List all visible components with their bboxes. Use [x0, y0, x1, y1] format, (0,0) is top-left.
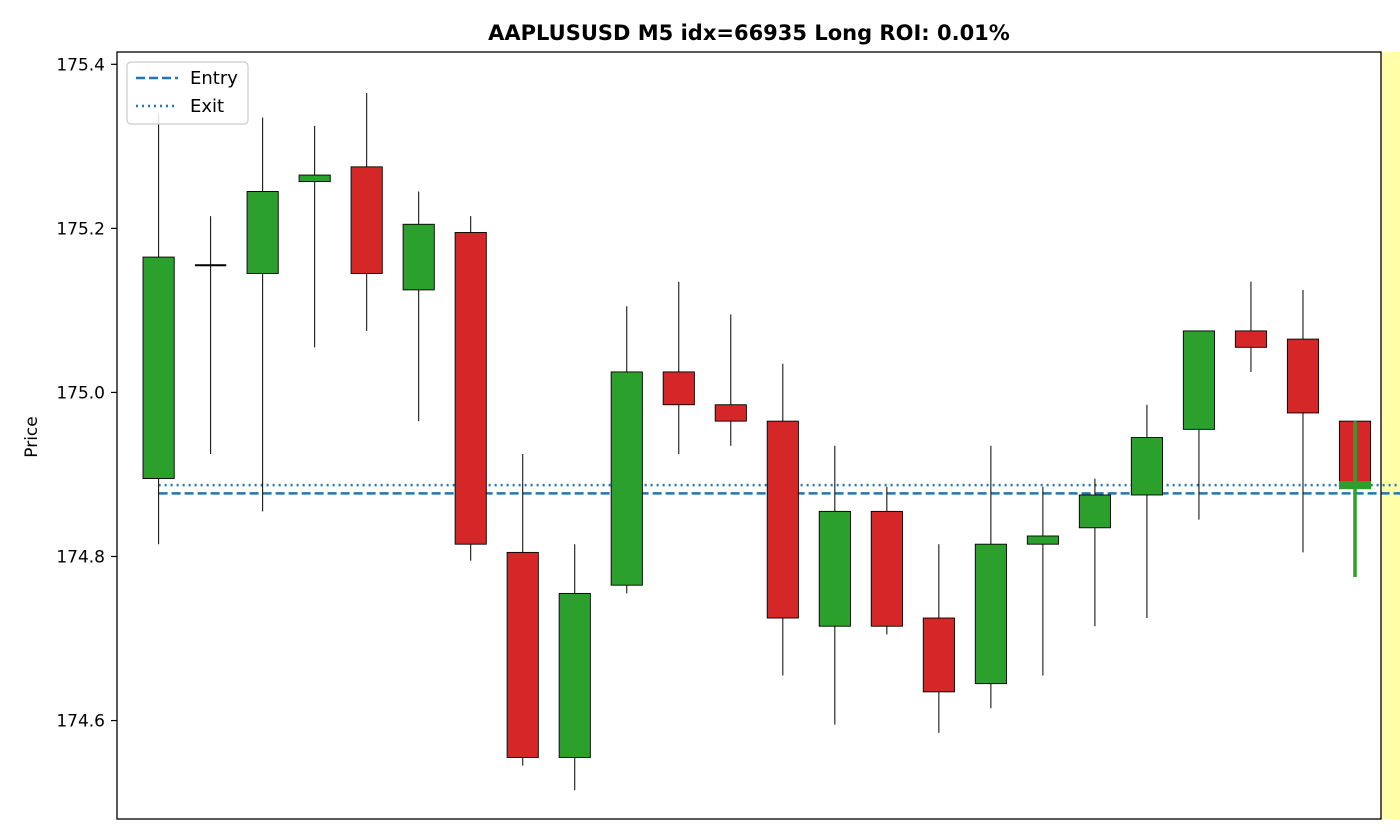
- y-axis-label: Price: [22, 416, 42, 457]
- candle-body-up: [1130, 437, 1163, 496]
- candle-body-up: [1026, 535, 1059, 545]
- candle-body-down: [506, 551, 539, 758]
- candle-body-down: [714, 404, 747, 422]
- candle: [298, 125, 331, 348]
- candle-body-down: [454, 232, 487, 545]
- candle: [1130, 404, 1163, 619]
- candle: [142, 113, 175, 545]
- candle-body-up: [610, 371, 643, 586]
- candle: [350, 93, 383, 331]
- marker-layer: [1338, 421, 1371, 578]
- y-tick-label: 174.8: [56, 547, 105, 567]
- candle-body-up: [974, 543, 1007, 685]
- candle-body-up: [246, 191, 279, 274]
- y-tick-label: 175.2: [56, 219, 105, 239]
- candle-body-up: [558, 592, 591, 758]
- candle: [454, 216, 487, 561]
- candle-body-down: [922, 617, 955, 693]
- candle: [610, 306, 643, 594]
- candle-body-down: [766, 420, 799, 619]
- candle-body-down: [1234, 330, 1268, 348]
- candle: [402, 191, 435, 422]
- candle: [662, 281, 695, 454]
- plot-frame: [116, 51, 1382, 820]
- candles-layer: [142, 93, 1372, 791]
- candle-body-down: [662, 371, 695, 406]
- y-tick-label: 174.6: [56, 712, 105, 732]
- candle-body-up: [298, 174, 331, 183]
- candle: [818, 445, 851, 725]
- legend-entry-label: Entry: [190, 68, 238, 89]
- highlight-band-layer: [1381, 52, 1400, 819]
- candle: [558, 544, 591, 791]
- candle-body-up: [142, 256, 175, 480]
- candle: [246, 117, 279, 512]
- candle: [1026, 486, 1059, 676]
- chart-title: AAPLUSUSD M5 idx=66935 Long ROI: 0.01%: [488, 21, 1010, 45]
- trade-marker: [1338, 421, 1371, 578]
- candle: [1078, 478, 1111, 627]
- candle: [922, 544, 955, 733]
- legend: Entry Exit: [126, 61, 249, 125]
- candle-body-down: [870, 510, 903, 627]
- candle-body-up: [402, 223, 435, 291]
- candle: [1234, 281, 1268, 372]
- marker-body: [1338, 481, 1371, 490]
- candle-body-up: [1078, 494, 1111, 529]
- candle: [870, 486, 903, 635]
- y-axis-ticks: 174.6 174.8 175.0 175.2 175.4: [56, 55, 117, 732]
- candle-body-down: [1286, 338, 1320, 414]
- candle: [195, 216, 227, 454]
- candle: [1182, 330, 1215, 520]
- highlight-band: [1381, 52, 1400, 819]
- candle-body-down: [350, 166, 383, 274]
- candle: [974, 445, 1007, 709]
- y-tick-label: 175.4: [56, 55, 105, 75]
- candle-body-up: [818, 510, 851, 627]
- candle: [714, 314, 747, 446]
- candle: [1286, 289, 1320, 553]
- candle: [506, 453, 539, 766]
- legend-exit-label: Exit: [190, 96, 224, 117]
- candle: [766, 363, 799, 676]
- y-tick-label: 175.0: [56, 383, 105, 403]
- candle-body-up: [1182, 330, 1215, 430]
